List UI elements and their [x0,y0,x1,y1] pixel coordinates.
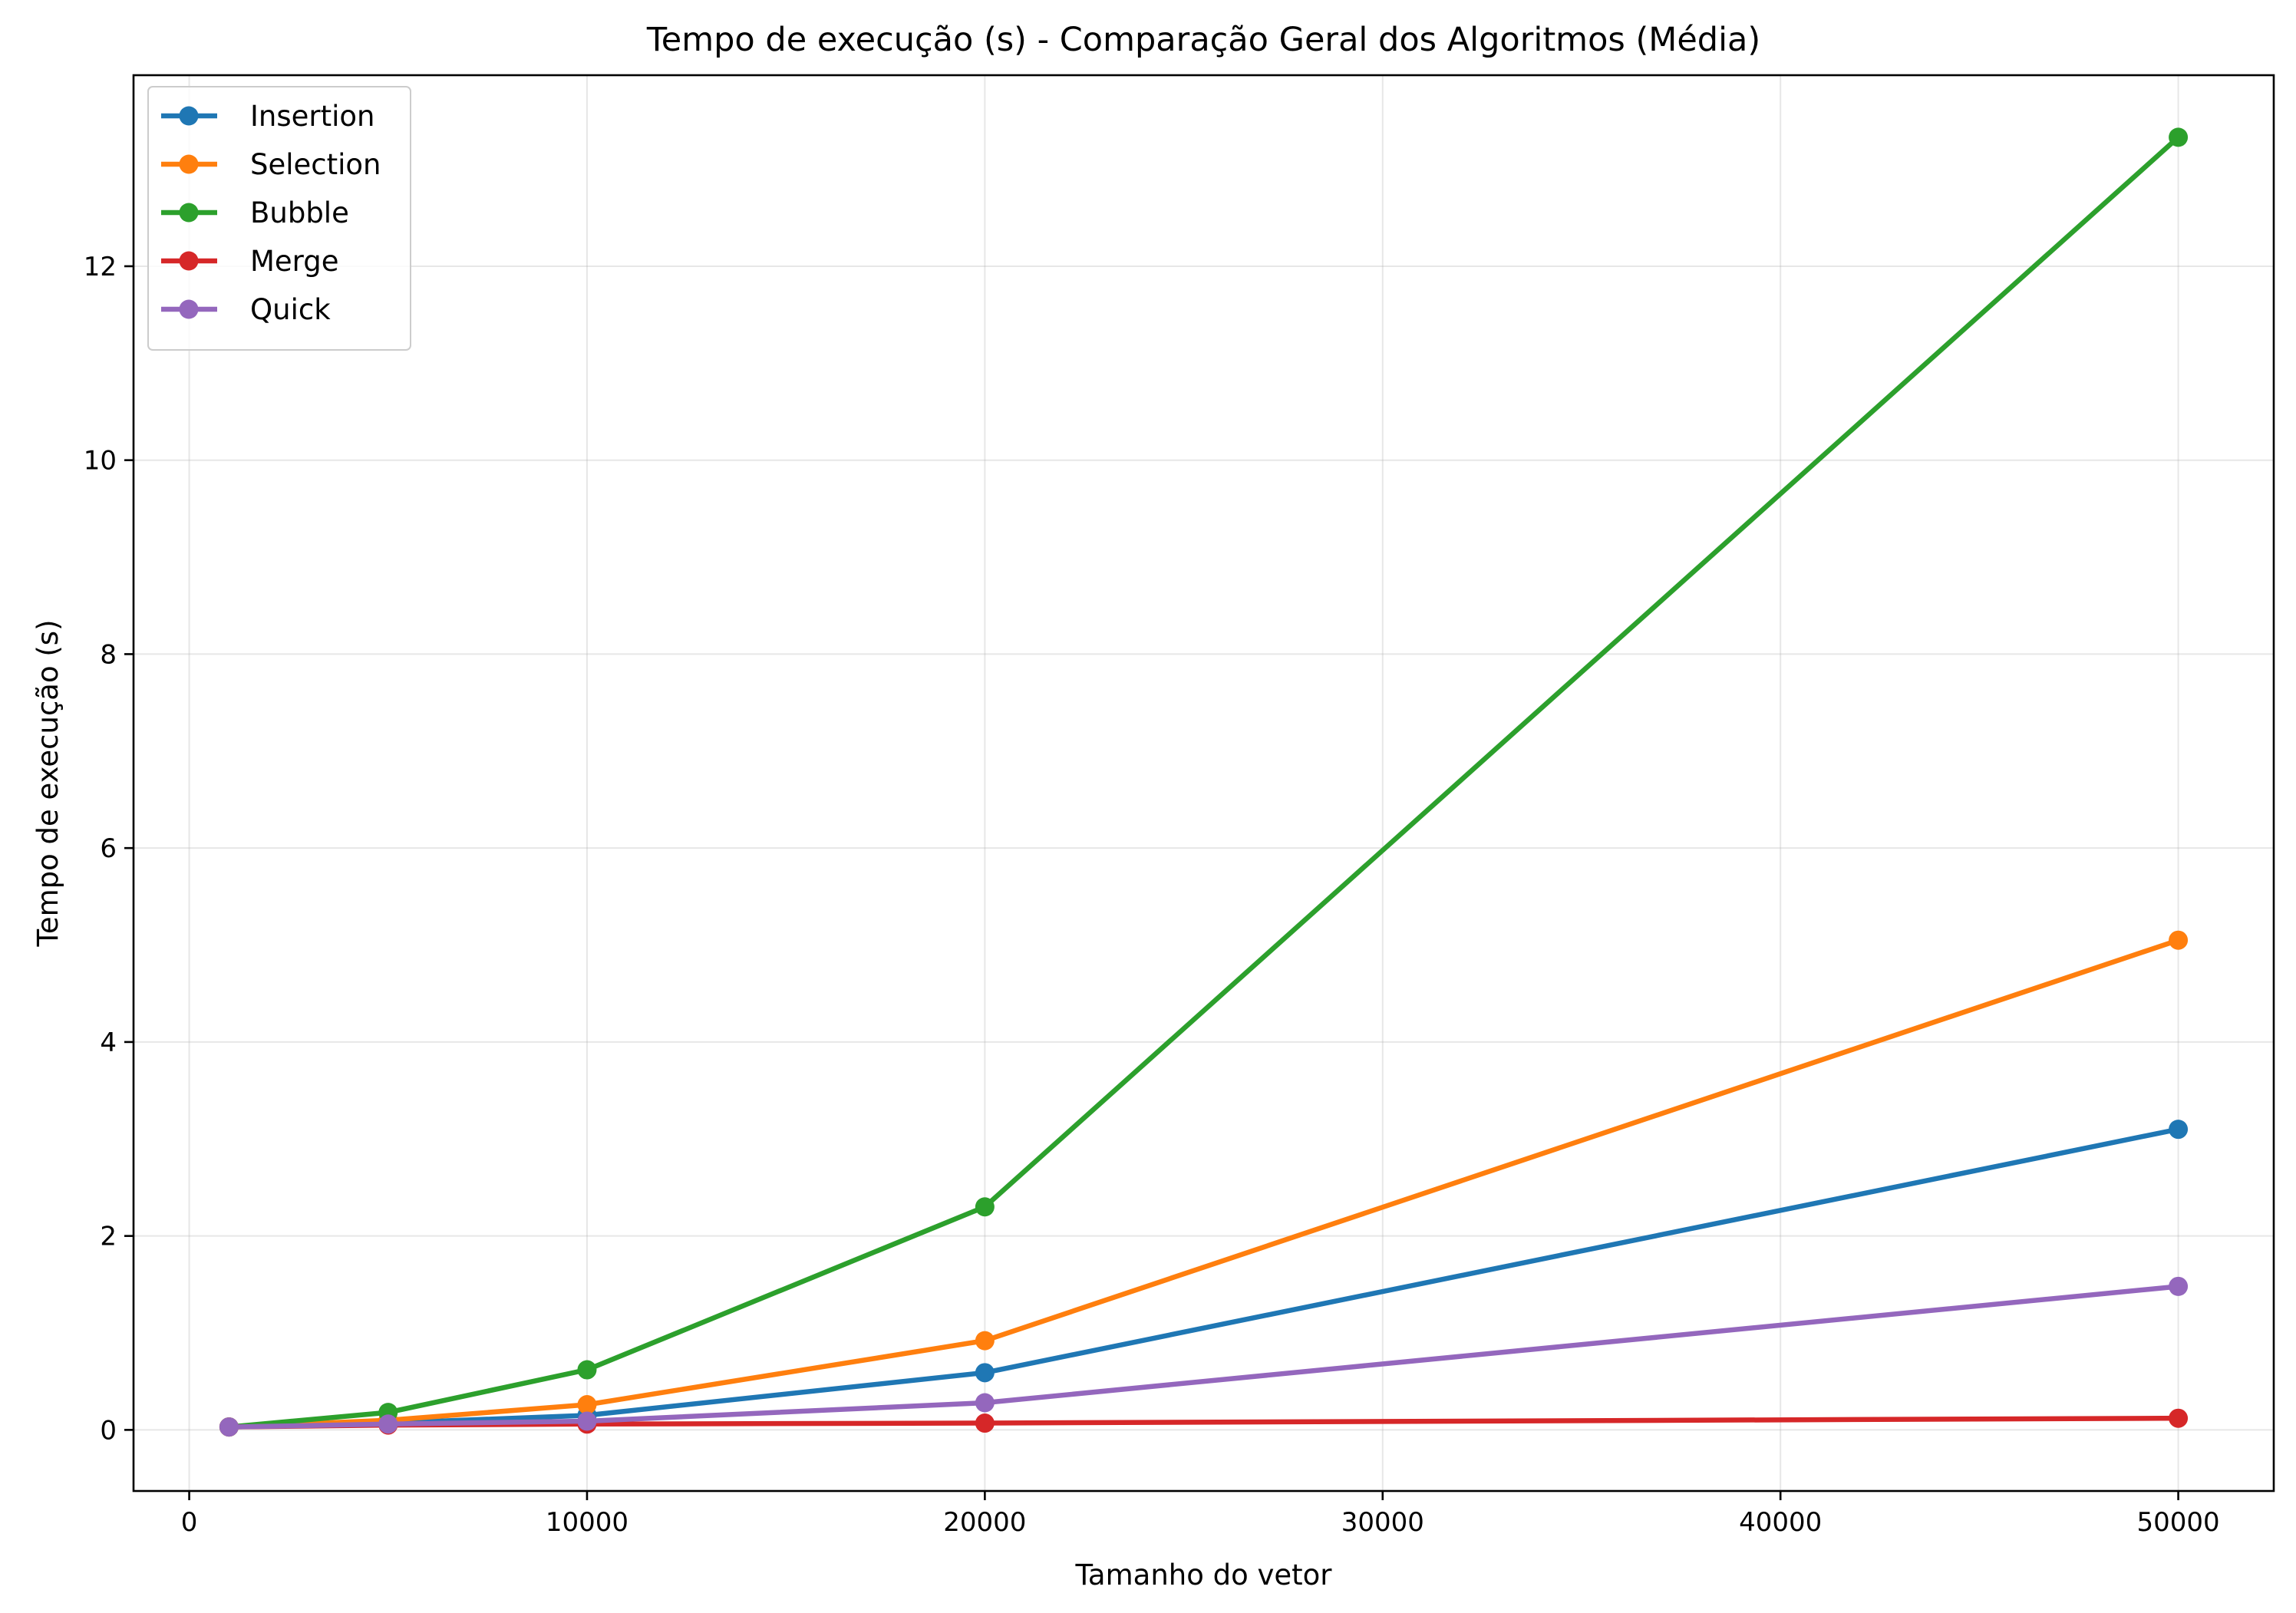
grid [134,75,2274,1491]
legend-label: Quick [250,293,331,326]
x-tick-label: 0 [181,1507,198,1538]
legend-item-bubble: Bubble [161,196,349,229]
data-point-quick [219,1417,239,1437]
data-point-selection [577,1395,597,1415]
legend-label: Selection [250,148,381,181]
y-tick-label: 10 [84,446,117,477]
legend-swatch-marker [179,203,199,223]
data-point-selection [2169,930,2189,950]
legend-box [147,86,411,351]
data-point-bubble [577,1360,597,1380]
x-axis: 0 10000 20000 30000 40000 50000 [181,1491,2220,1538]
data-point-quick [378,1414,398,1434]
y-axis-title: Tempo de execução (s) [31,619,64,947]
data-point-quick [975,1393,995,1413]
data-point-selection [975,1331,995,1351]
legend-item-selection: Selection [161,148,381,181]
legend-item-quick: Quick [161,293,331,326]
legend-item-insertion: Insertion [161,100,375,133]
legend-swatch-marker [179,299,199,319]
legend-label: Merge [250,245,339,278]
y-tick-label: 8 [100,639,117,670]
y-tick-label: 12 [84,252,117,282]
data-point-merge [2169,1408,2189,1428]
legend-item-merge: Merge [161,245,339,278]
y-tick-label: 6 [100,833,117,864]
data-point-quick [577,1411,597,1431]
y-axis: 0 2 4 6 8 10 12 [84,252,134,1446]
x-tick-label: 30000 [1341,1507,1424,1538]
chart-title: Tempo de execução (s) - Comparação Geral… [646,21,1760,59]
data-point-insertion [2169,1120,2189,1140]
x-tick-label: 40000 [1739,1507,1822,1538]
x-tick-label: 10000 [546,1507,628,1538]
legend-swatch-marker [179,106,199,126]
y-tick-label: 2 [100,1222,117,1252]
legend-swatch-marker [179,251,199,271]
data-point-merge [975,1413,995,1433]
x-tick-label: 50000 [2136,1507,2219,1538]
data-point-bubble [975,1197,995,1217]
data-point-quick [2169,1276,2189,1296]
y-tick-label: 4 [100,1028,117,1058]
legend-swatch-marker [179,154,199,174]
y-tick-label: 0 [100,1415,117,1446]
plot-frame [132,74,2275,1493]
data-point-bubble [2169,127,2189,147]
x-tick-label: 20000 [943,1507,1026,1538]
series-lines [219,127,2189,1437]
x-axis-title: Tamanho do vetor [1074,1559,1332,1592]
legend: Insertion Selection Bubble Merge Quick [147,86,411,351]
series-quick [219,1276,2189,1437]
legend-label: Insertion [250,100,375,133]
legend-label: Bubble [250,196,349,229]
data-point-insertion [975,1363,995,1383]
